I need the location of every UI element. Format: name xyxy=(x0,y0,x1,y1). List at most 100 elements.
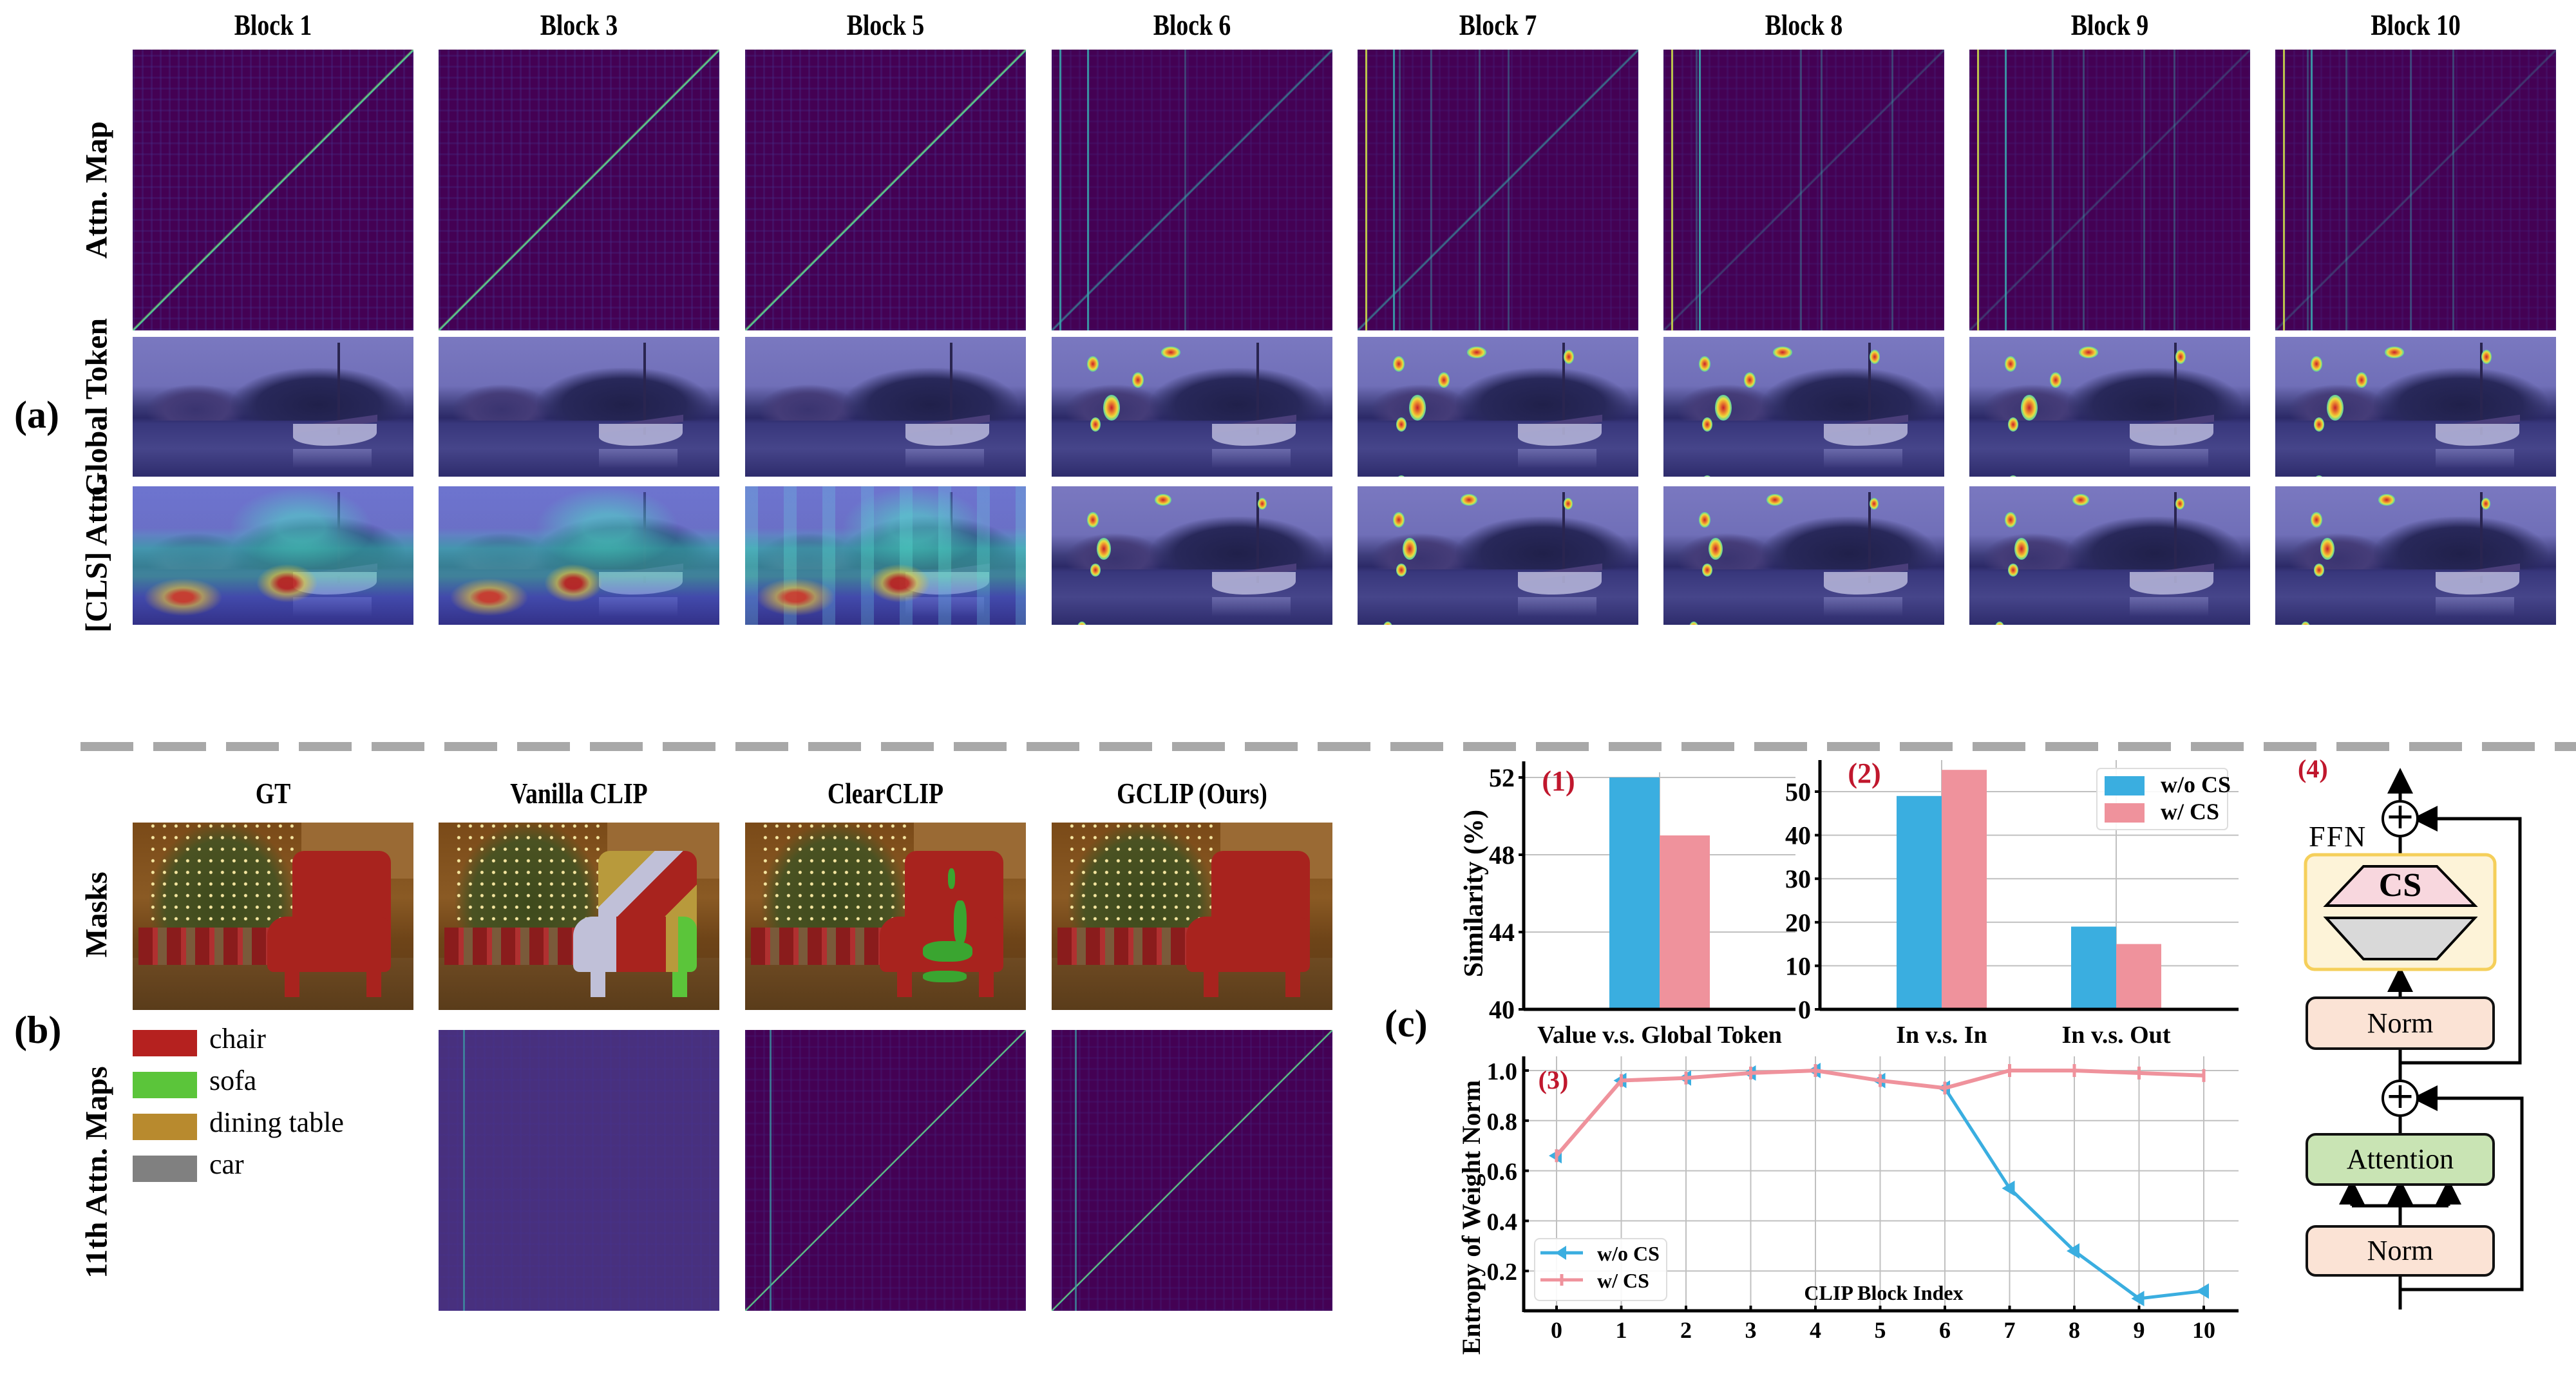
attention-map-panel xyxy=(1969,50,2250,330)
heat-spot xyxy=(1383,622,1392,625)
attention-grid-texture xyxy=(1969,50,2250,330)
heat-spot xyxy=(1087,356,1099,372)
legend-swatch-dining-table xyxy=(133,1114,197,1140)
heat-spot xyxy=(2481,350,2492,364)
down-projection-shape xyxy=(2323,917,2478,960)
chair-leg xyxy=(1204,967,1219,997)
scene-trees xyxy=(1761,517,1936,569)
cls-attention-panel xyxy=(1052,486,1332,625)
heat-spot xyxy=(1393,512,1405,528)
plus-icon: + xyxy=(2385,795,2416,838)
heat-spot xyxy=(1258,498,1267,510)
attention-stripe xyxy=(2083,50,2085,330)
separator-dash xyxy=(1609,742,1662,751)
legend-label: sofa xyxy=(209,1065,257,1096)
separator-dash xyxy=(2482,742,2535,751)
heat-spot xyxy=(2008,475,2018,477)
heat-spot xyxy=(2072,494,2089,506)
separator-dash xyxy=(444,742,497,751)
cls-attention-panel xyxy=(133,486,413,625)
attention-stripe xyxy=(2452,50,2455,330)
heat-spot xyxy=(1699,512,1710,528)
scene-refl xyxy=(2129,597,2208,617)
separator-dash xyxy=(153,742,206,751)
column-title: Vanilla CLIP xyxy=(510,777,648,810)
attention-stripe xyxy=(1977,50,1979,330)
scene-trees2 xyxy=(146,384,245,421)
chair-mask xyxy=(1186,850,1311,997)
legend-label: chair xyxy=(209,1023,266,1054)
chair-leg xyxy=(366,972,381,997)
heat-spot xyxy=(1564,350,1574,364)
heat-spot xyxy=(2481,498,2490,510)
column-title: Block 5 xyxy=(846,8,925,41)
global-token-panel xyxy=(1052,337,1332,477)
scene-refl xyxy=(2435,597,2514,617)
residual-add-node-bottom: + xyxy=(2382,1075,2419,1118)
global-token-panel xyxy=(2275,337,2556,477)
heat-spot xyxy=(2320,538,2334,560)
attention-stripe xyxy=(1699,50,1701,330)
global-token-panel xyxy=(1358,337,1638,477)
scene-refl xyxy=(292,448,372,468)
attention-stripe xyxy=(2311,50,2313,330)
legend-label: car xyxy=(209,1148,244,1180)
heat-spot xyxy=(2314,564,2324,576)
heat-spot xyxy=(1715,395,1732,421)
attention-grid-texture xyxy=(439,1030,719,1311)
residual-connection-1 xyxy=(2400,1085,2524,1291)
heat-spot xyxy=(1773,347,1792,358)
heat-spot xyxy=(2311,356,2322,372)
heat-spot xyxy=(1396,417,1406,432)
separator-dash xyxy=(517,742,570,751)
heat-spot xyxy=(2005,512,2016,528)
heat-spot xyxy=(2005,356,2016,372)
scene-mast xyxy=(2174,342,2177,435)
attention-stripe xyxy=(1891,50,1893,330)
separator-dash xyxy=(590,742,643,751)
attention-stripe xyxy=(1059,50,1061,330)
heat-spot xyxy=(2314,417,2324,432)
global-token-panel xyxy=(1663,337,1944,477)
heat-spot xyxy=(1087,512,1099,528)
mask-panel xyxy=(133,823,413,1010)
column-title: GT xyxy=(255,777,291,810)
scene-trees xyxy=(1150,517,1324,569)
column-title: GCLIP (Ours) xyxy=(1117,777,1267,810)
scene-trees xyxy=(1455,517,1630,569)
legend-swatch-sofa xyxy=(133,1072,197,1098)
attention-map-panel xyxy=(745,50,1026,330)
attention-stripe xyxy=(1393,50,1395,330)
separator-dash xyxy=(80,742,133,751)
column-title: ClearCLIP xyxy=(827,777,944,810)
scene-refl xyxy=(2435,448,2514,468)
heat-spot xyxy=(1090,564,1101,576)
attention-stripe xyxy=(2307,50,2309,330)
cls-attention-panel xyxy=(745,486,1026,625)
scene-trees xyxy=(2373,367,2548,421)
scene-refl xyxy=(1517,597,1596,617)
heat-spot xyxy=(1403,538,1417,560)
attention-stripe xyxy=(2173,50,2175,330)
heat-spot xyxy=(1564,498,1573,510)
mask-panel xyxy=(439,823,719,1010)
heat-spot xyxy=(2021,395,2038,421)
heat-spot xyxy=(1870,350,1880,364)
heat-spot xyxy=(2378,494,2395,506)
diagram-label: (4) xyxy=(2298,754,2328,783)
attention-map-11th xyxy=(1052,1030,1332,1311)
heat-spot xyxy=(1461,494,1477,506)
attention-map-11th xyxy=(439,1030,719,1311)
heat-spot xyxy=(1393,356,1405,372)
separator-dash xyxy=(1754,742,1807,751)
heat-spot xyxy=(1702,564,1712,576)
cls-heat-overlay xyxy=(133,486,413,625)
cls-attention-panel xyxy=(439,486,719,625)
plus-icon: + xyxy=(2385,1075,2416,1118)
scene-refl xyxy=(1823,448,1902,468)
attention-map-panel xyxy=(1052,50,1332,330)
attention-stripe xyxy=(463,1030,465,1311)
scene-trees2 xyxy=(1065,533,1164,569)
scene-trees xyxy=(1150,367,1324,421)
separator-dash xyxy=(881,742,934,751)
